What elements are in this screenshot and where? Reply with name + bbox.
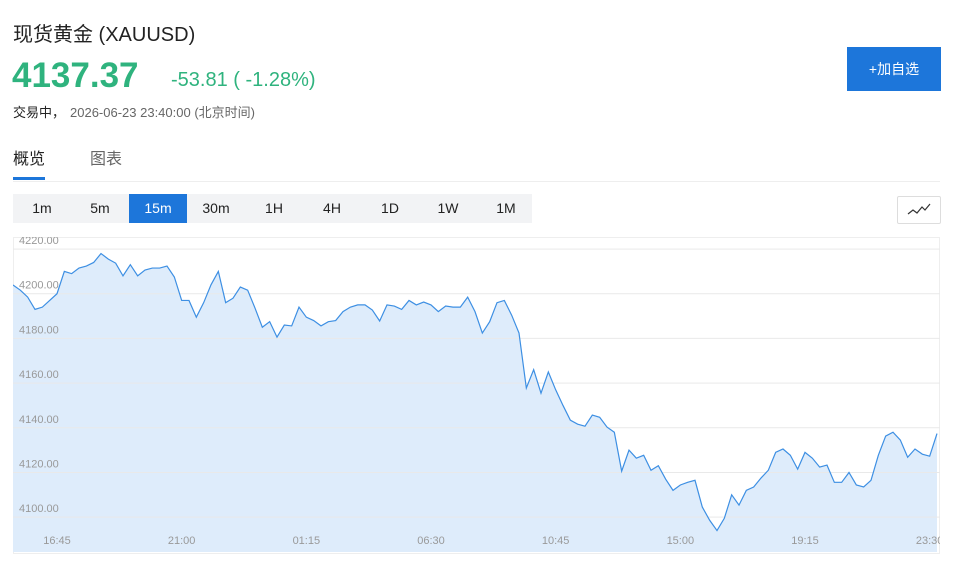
- x-tick-label: 15:00: [667, 535, 695, 547]
- y-tick-label: 4180.00: [19, 324, 59, 336]
- chart-type-button[interactable]: [897, 196, 941, 224]
- period-button[interactable]: 1M: [496, 200, 516, 216]
- tab[interactable]: 概览: [13, 148, 46, 180]
- y-tick-label: 4200.00: [19, 280, 59, 292]
- area-fill: [13, 253, 937, 552]
- y-tick-label: 4160.00: [19, 369, 59, 381]
- price-chart: 4100.00 4120.00 4140.00 4160.00 4180.00 4200.…: [13, 237, 940, 554]
- tab[interactable]: 图表: [90, 151, 123, 168]
- x-tick-label: 06:30: [417, 535, 445, 547]
- y-tick-label: 4140.00: [19, 414, 59, 426]
- x-tick-label: 19:15: [791, 535, 819, 547]
- quote-time: 2026-06-23 23:40:00 (北京时间): [70, 105, 255, 120]
- period-button[interactable]: 30m: [202, 200, 230, 216]
- y-tick-label: 4100.00: [19, 503, 59, 515]
- price: 4137.37: [12, 56, 139, 95]
- tab-bar: 概览 图表: [13, 148, 940, 182]
- y-tick-label: 4220.00: [19, 237, 59, 247]
- period-button[interactable]: 1W: [437, 200, 459, 216]
- period-selector: 1m 5m 15m 30m 1H 4H 1D 1W 1M: [13, 194, 532, 223]
- period-button[interactable]: 4H: [323, 200, 341, 216]
- x-tick-label: 01:15: [293, 535, 321, 547]
- x-tick-label: 10:45: [542, 535, 570, 547]
- price-change: -53.81 ( -1.28%): [171, 69, 316, 91]
- trading-status: 交易中，: [13, 105, 66, 120]
- period-button[interactable]: 15m: [129, 194, 187, 223]
- period-button[interactable]: 1D: [381, 200, 399, 216]
- chart-type-icon: [907, 203, 931, 215]
- x-tick-label: 16:45: [43, 535, 71, 547]
- period-button[interactable]: 5m: [90, 200, 110, 216]
- period-button[interactable]: 1m: [32, 200, 52, 216]
- instrument-title: 现货黄金 (XAUUSD): [13, 24, 196, 46]
- watchlist-button[interactable]: +加自选: [847, 47, 941, 91]
- x-tick-label: 23:30: [916, 535, 940, 547]
- x-tick-label: 21:00: [168, 535, 196, 547]
- y-tick-label: 4120.00: [19, 458, 59, 470]
- price-line: [13, 252, 938, 532]
- period-button[interactable]: 1H: [265, 200, 283, 216]
